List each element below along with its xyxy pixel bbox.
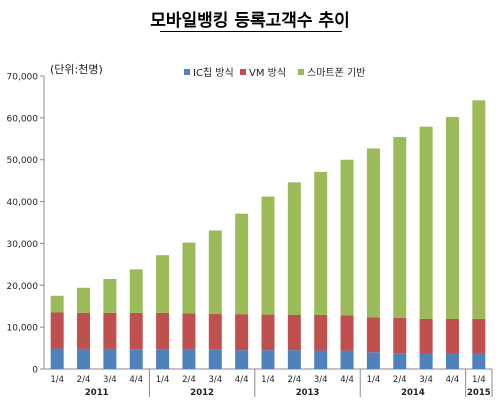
title-underline	[160, 31, 342, 32]
bar-segment	[129, 312, 143, 350]
bar-segment	[103, 348, 117, 369]
bar-segment	[445, 353, 459, 369]
bar-segment	[50, 295, 64, 313]
bar-segment	[419, 353, 433, 369]
unit-label: (단위:천명)	[50, 62, 103, 76]
x-tick-label: 4/4	[235, 375, 249, 385]
bar-segment	[366, 352, 380, 369]
y-tick-label: 30,000	[7, 240, 39, 250]
legend-label: IC칩 방식	[193, 67, 234, 79]
x-tick-label: 1/4	[472, 375, 486, 385]
bar-segment	[472, 353, 486, 369]
x-tick-label: 4/4	[446, 375, 460, 385]
y-tick-label: 70,000	[7, 73, 39, 83]
bars	[50, 100, 486, 369]
x-tick-label: 3/4	[103, 375, 117, 385]
bar-segment	[393, 137, 407, 318]
bar-segment	[50, 312, 64, 349]
bar-segment	[103, 312, 117, 349]
year-label: 2014	[401, 388, 425, 398]
x-tick-label: 2/4	[182, 375, 196, 385]
x-tick-label: 4/4	[340, 375, 354, 385]
bar-segment	[261, 196, 275, 315]
bar-segment	[314, 350, 328, 369]
bar-segment	[50, 348, 64, 369]
bar-segment	[182, 349, 196, 369]
bar-segment	[472, 318, 486, 354]
bar-segment	[287, 315, 301, 351]
bar-segment	[340, 315, 354, 351]
bar-segment	[208, 230, 222, 314]
bar-segment	[77, 287, 91, 313]
bar-segment	[419, 126, 433, 319]
bar-segment	[314, 171, 328, 316]
bar-segment	[235, 213, 249, 315]
bar-segment	[472, 100, 486, 319]
bar-segment	[235, 350, 249, 369]
year-label: 2011	[85, 388, 109, 398]
bar-segment	[156, 255, 170, 313]
y-tick-label: 40,000	[7, 198, 39, 208]
legend-label: VM 방식	[249, 67, 286, 79]
bar-segment	[366, 148, 380, 318]
x-tick-label: 2/4	[288, 375, 302, 385]
y-tick-label: 20,000	[7, 282, 39, 292]
bar-segment	[182, 313, 196, 350]
year-label: 2015	[467, 388, 491, 398]
y-tick-label: 50,000	[7, 156, 39, 166]
x-tick-label: 3/4	[419, 375, 433, 385]
bar-segment	[156, 349, 170, 369]
y-axis: 0 10,000 20,000 30,000 40,000 50,000 60,000 70,…	[7, 73, 45, 376]
bar-segment	[208, 349, 222, 369]
bar-segment	[103, 279, 117, 313]
bar-segment	[235, 314, 249, 351]
x-tick-label: 1/4	[156, 375, 170, 385]
bar-segment	[208, 313, 222, 350]
y-tick-label: 10,000	[7, 324, 39, 334]
bar-segment	[393, 353, 407, 369]
legend: IC칩 방식 VM 방식 스마트폰 기반	[184, 67, 365, 79]
x-tick-label: 1/4	[367, 375, 381, 385]
x-tick-label: 3/4	[208, 375, 222, 385]
bar-segment	[445, 318, 459, 354]
x-tick-label: 2/4	[393, 375, 407, 385]
x-tick-label: 1/4	[50, 375, 64, 385]
x-tick-label: 4/4	[129, 375, 143, 385]
bar-segment	[77, 312, 91, 349]
bar-segment	[366, 317, 380, 353]
bar-segment	[261, 314, 275, 351]
legend-label: 스마트폰 기반	[307, 67, 365, 79]
bar-segment	[393, 317, 407, 354]
bar-segment	[182, 242, 196, 314]
bar-segment	[77, 348, 91, 369]
bar-segment	[129, 269, 143, 313]
legend-swatch	[240, 69, 246, 75]
bar-segment	[287, 350, 301, 369]
y-tick-label: 60,000	[7, 114, 39, 124]
bar-segment	[287, 182, 301, 316]
x-tick-label: 1/4	[261, 375, 275, 385]
bar-segment	[314, 315, 328, 351]
x-axis: 1/4 2/4 3/4 4/4 1/4 2/4 3/4 4/4 1/4 2/4 3/4 4/4 1/4 2…	[44, 368, 493, 398]
x-tick-label: 2/4	[77, 375, 91, 385]
bar-segment	[445, 117, 459, 319]
chart-title: 모바일뱅킹 등록고객수 추이	[150, 11, 350, 31]
x-tick-label: 3/4	[314, 375, 328, 385]
legend-swatch	[184, 69, 190, 75]
bar-segment	[261, 350, 275, 369]
bar-segment	[129, 349, 143, 369]
year-label: 2012	[190, 388, 214, 398]
year-label: 2013	[296, 388, 320, 398]
legend-swatch	[298, 69, 304, 75]
y-tick-label: 0	[32, 366, 38, 376]
bar-segment	[340, 350, 354, 369]
bar-segment	[419, 318, 433, 354]
bar-segment	[156, 312, 170, 350]
bar-segment	[340, 159, 354, 316]
